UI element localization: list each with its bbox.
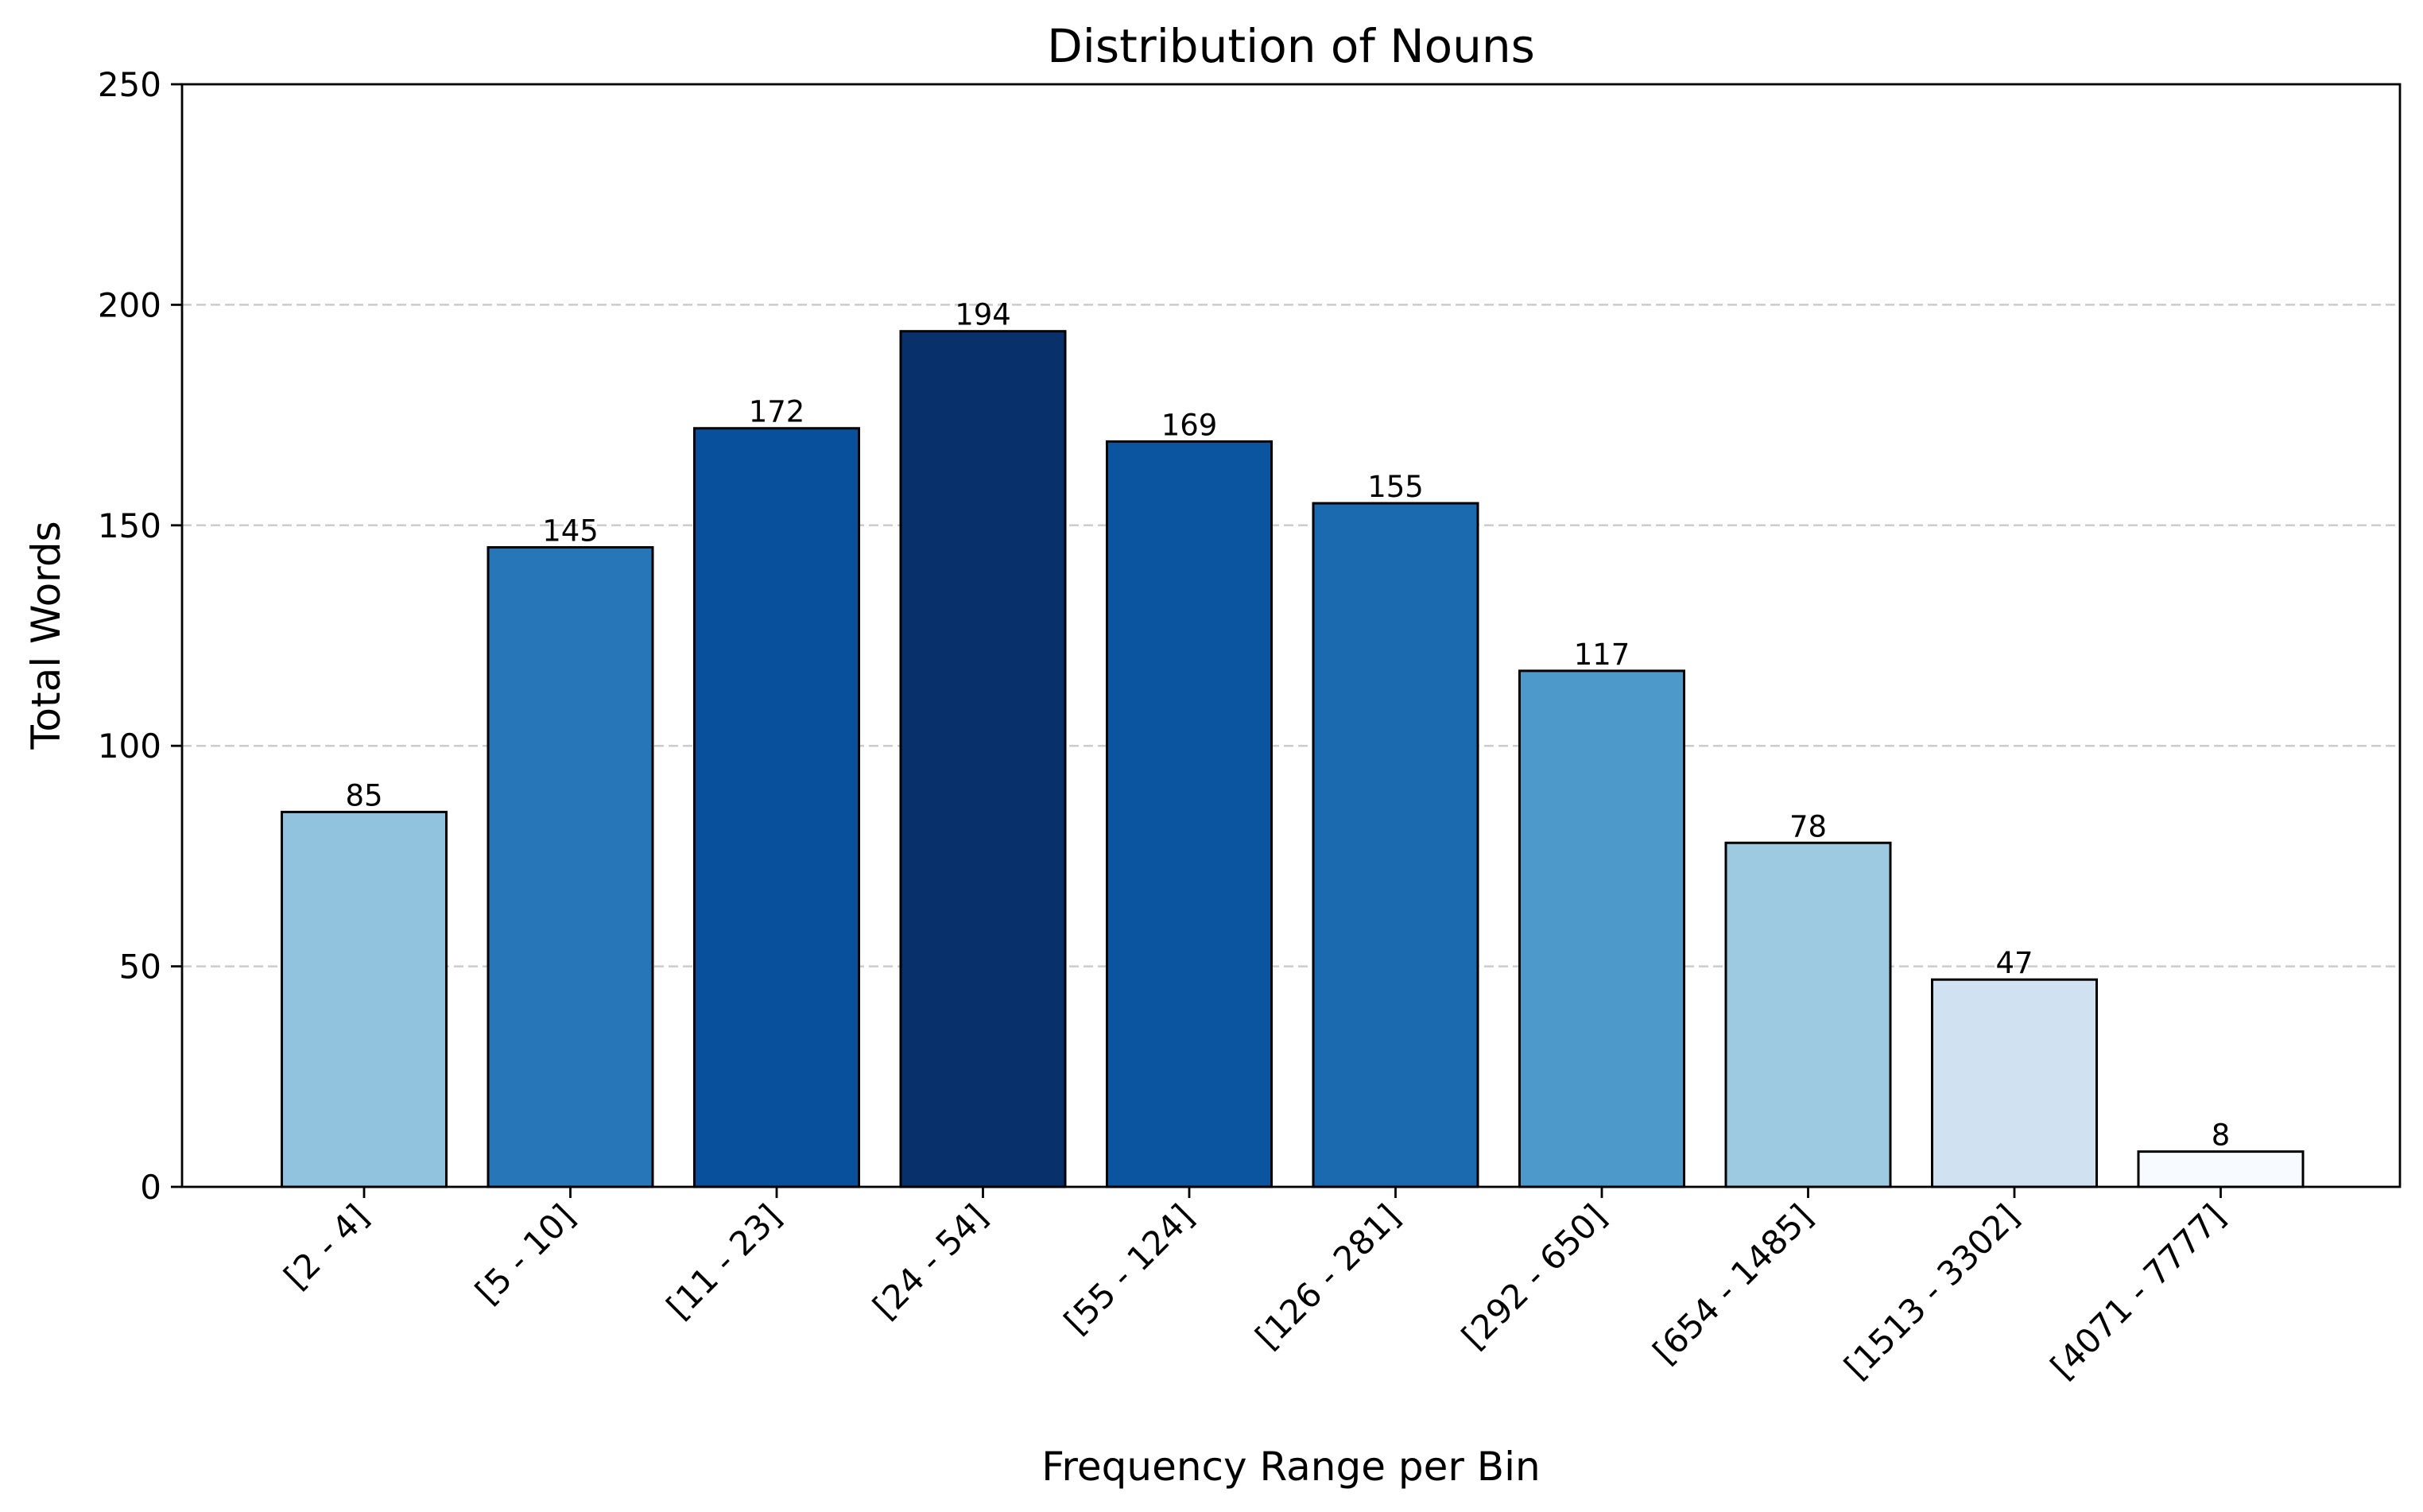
x-tick-label: [1513 - 3302] xyxy=(1836,1196,2026,1386)
data-label: 145 xyxy=(542,514,599,549)
y-tick-label: 0 xyxy=(140,1168,161,1207)
data-label: 85 xyxy=(345,778,382,812)
x-tick-label: [292 - 650] xyxy=(1454,1196,1614,1356)
y-tick-label: 150 xyxy=(98,506,161,545)
data-label: 117 xyxy=(1574,638,1630,672)
chart-title: Distribution of Nouns xyxy=(1047,19,1535,73)
x-tick-label: [126 - 281] xyxy=(1248,1196,1408,1356)
y-tick-label: 250 xyxy=(98,65,161,104)
data-label: 172 xyxy=(749,395,805,429)
bar xyxy=(693,427,860,1188)
y-tick-label: 200 xyxy=(98,285,161,324)
x-tick-label: [55 - 124] xyxy=(1056,1196,1201,1341)
x-tick-label: [654 - 1485] xyxy=(1646,1196,1820,1371)
x-axis: [2 - 4] [5 - 10] [11 - 23] [24 - 54] [55 - 1… xyxy=(277,1187,2233,1386)
y-tick-label: 50 xyxy=(119,948,161,987)
bar xyxy=(1518,669,1685,1188)
data-label: 78 xyxy=(1789,809,1827,843)
bars xyxy=(281,330,2305,1188)
data-label: 169 xyxy=(1161,408,1218,442)
data-labels: 85 145 172 194 169 155 117 78 47 8 xyxy=(345,298,2230,1153)
x-tick-label: [4071 - 7777] xyxy=(2043,1196,2233,1386)
data-label: 194 xyxy=(955,298,1011,332)
x-tick-label: [11 - 23] xyxy=(659,1196,789,1326)
data-label: 8 xyxy=(2212,1118,2231,1153)
bar xyxy=(899,330,1067,1188)
gridlines xyxy=(182,304,2400,967)
bar xyxy=(2137,1150,2305,1188)
y-axis-label: Total Words xyxy=(23,521,69,750)
data-label: 47 xyxy=(1995,946,2033,980)
bar xyxy=(1724,841,1892,1188)
bar xyxy=(281,810,448,1188)
bar xyxy=(1106,440,1273,1188)
x-tick-label: [5 - 10] xyxy=(467,1196,582,1311)
bar xyxy=(1312,502,1479,1188)
x-tick-label: [24 - 54] xyxy=(866,1196,995,1326)
x-axis-label: Frequency Range per Bin xyxy=(1041,1444,1540,1490)
y-tick-label: 100 xyxy=(98,727,161,766)
data-label: 155 xyxy=(1367,470,1424,504)
bar xyxy=(487,546,654,1188)
bar xyxy=(1931,978,2098,1188)
plot-frame xyxy=(180,83,2402,1188)
x-tick-label: [2 - 4] xyxy=(277,1196,376,1296)
y-axis: 0 50 100 150 200 250 xyxy=(98,65,182,1207)
